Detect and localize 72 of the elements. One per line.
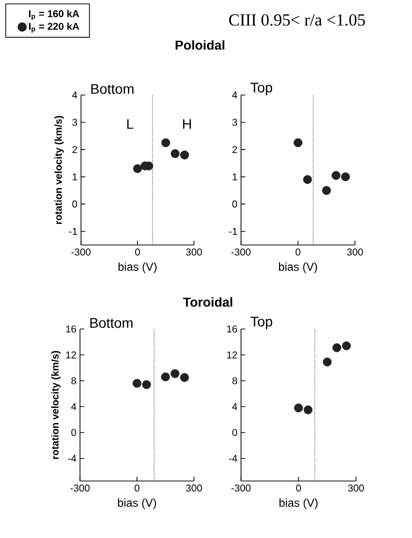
x-axis-title: bias (V): [118, 262, 157, 274]
point: [161, 138, 170, 148]
x-axis-title: bias (V): [280, 498, 318, 510]
y-tick-label: -1: [69, 228, 77, 235]
x-tick-label: -300: [71, 248, 91, 256]
y-axis-title: rotation velocity (km/s): [54, 116, 64, 224]
y-tick-label: 12: [227, 351, 237, 358]
x-tick-label: 300: [186, 248, 202, 256]
x-tick-label: 300: [347, 248, 363, 256]
point: [322, 358, 332, 366]
x-tick-label: 300: [348, 484, 364, 492]
x-tick-label: 0: [134, 484, 140, 492]
x-tick-label: 300: [186, 484, 202, 492]
y-tick-label: 16: [66, 325, 76, 333]
chart-title: Bottom: [91, 84, 134, 94]
y-axis-title: rotation velocity (km/s): [51, 350, 61, 459]
y-tick-label: 8: [232, 377, 238, 384]
x-tick-label: 0: [296, 484, 301, 492]
y-tick-label: 4: [71, 403, 76, 410]
point: [180, 373, 189, 382]
y-tick-label: 2: [232, 146, 237, 154]
legend-label: I$_{p}$ = 160 kA: [29, 10, 80, 20]
y-tick-label: 0: [72, 200, 78, 208]
y-tick-label: -4: [68, 454, 76, 462]
x-tick-label: 0: [135, 248, 140, 256]
y-tick-label: 4: [72, 92, 78, 98]
y-tick-label: 0: [232, 428, 238, 436]
point: [142, 380, 151, 390]
y-tick-label: 0: [71, 428, 76, 436]
y-tick-label: 1: [72, 173, 77, 180]
text: CIII 0.95< r/a <1.05: [229, 14, 365, 26]
chart-title: Top: [250, 82, 272, 96]
point: [180, 150, 189, 160]
annotation: H: [183, 119, 191, 129]
point: [161, 372, 170, 382]
point: [332, 343, 342, 352]
point: [170, 369, 180, 378]
x-tick-label: -300: [231, 248, 251, 256]
chart-subtitle: Toroidal: [183, 297, 232, 307]
point: [132, 378, 142, 388]
y-tick-label: 4: [232, 92, 238, 98]
point: [332, 171, 340, 180]
point: [341, 172, 350, 182]
point: [294, 404, 303, 412]
chart-title: Bottom: [90, 318, 132, 328]
x-tick-label: -300: [70, 484, 90, 492]
legend-label: I$_{p}$ = 220 kA: [29, 22, 80, 33]
point: [133, 164, 142, 174]
point: [170, 149, 180, 158]
x-axis-title: bias (V): [118, 498, 156, 510]
point: [322, 186, 331, 195]
y-tick-label: 3: [72, 118, 78, 126]
y-tick-label: -4: [229, 454, 238, 462]
y-tick-label: 1: [232, 173, 238, 180]
point: [304, 405, 312, 414]
point: [303, 175, 312, 184]
annotation: L: [127, 119, 134, 129]
y-tick-label: -1: [229, 228, 238, 235]
point: [342, 341, 351, 350]
y-tick-label: 3: [232, 118, 238, 126]
chart-subtitle: Poloidal: [176, 40, 224, 50]
y-tick-label: 0: [232, 200, 238, 208]
x-axis-title: bias (V): [279, 262, 318, 274]
chart-title: Top: [250, 316, 272, 330]
y-tick-label: 2: [72, 146, 77, 154]
y-tick-label: 16: [227, 325, 238, 333]
x-tick-label: -300: [231, 484, 251, 492]
x-tick-label: 0: [296, 248, 300, 256]
y-tick-label: 8: [71, 377, 76, 384]
point: [294, 138, 302, 148]
y-tick-label: 4: [232, 403, 238, 410]
y-tick-label: 12: [66, 351, 76, 358]
